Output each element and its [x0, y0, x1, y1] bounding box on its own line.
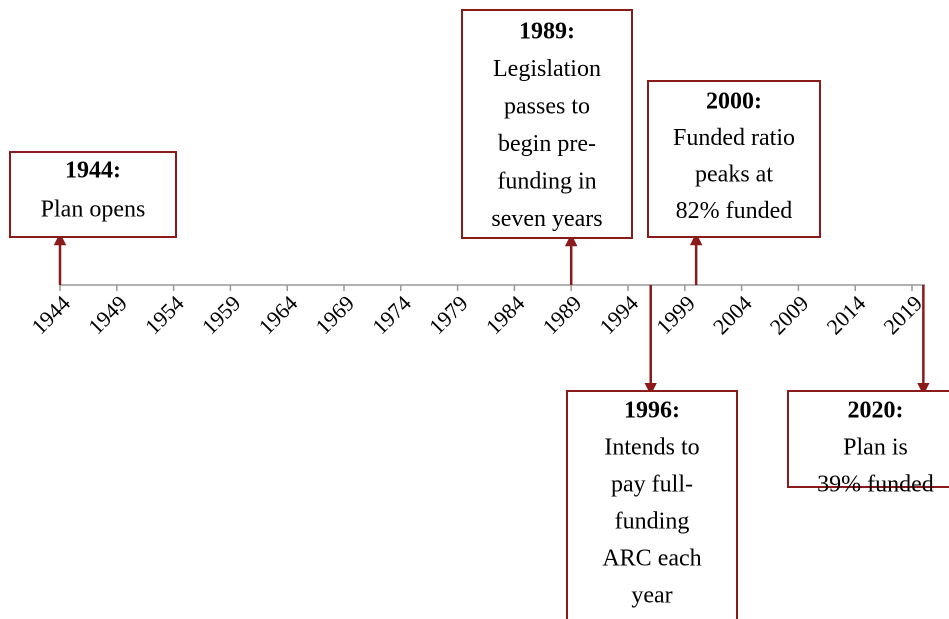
tick-label: 1984 — [481, 290, 530, 339]
event-text: Plan is — [843, 435, 908, 461]
tick-label: 1949 — [83, 290, 132, 339]
event-text: funding in — [497, 169, 596, 195]
tick-label: 2014 — [822, 290, 871, 339]
event-text: Plan opens — [41, 197, 146, 223]
event-text: begin pre- — [498, 131, 596, 157]
event-year: 1989: — [519, 19, 575, 45]
event-box — [9, 151, 177, 238]
event-text: peaks at — [695, 162, 773, 188]
event-text: ARC each — [602, 546, 701, 572]
event-text: passes to — [504, 94, 590, 120]
event-text: Legislation — [493, 56, 601, 82]
event-text: Intends to — [604, 435, 699, 461]
tick-label: 2004 — [708, 290, 757, 339]
event-box — [787, 390, 949, 488]
tick-label: 1944 — [26, 290, 75, 339]
event-text: pay full- — [611, 472, 693, 498]
event-text: seven years — [491, 206, 602, 232]
event-text: Funded ratio — [673, 125, 795, 151]
event-box — [647, 80, 821, 238]
tick-label: 1999 — [651, 290, 700, 339]
event-year: 2020: — [848, 398, 904, 424]
tick-label: 2019 — [878, 290, 927, 339]
event-box — [461, 9, 633, 239]
tick-label: 1954 — [140, 290, 189, 339]
tick-label: 1979 — [424, 290, 473, 339]
tick-label: 1989 — [538, 290, 587, 339]
event-text: funding — [615, 509, 690, 535]
event-text: 82% funded — [676, 198, 793, 224]
tick-label: 1959 — [197, 290, 246, 339]
event-text: year — [631, 583, 672, 609]
event-year: 2000: — [706, 89, 762, 115]
event-year: 1996: — [624, 398, 680, 424]
tick-label: 1974 — [367, 290, 416, 339]
tick-label: 1969 — [310, 290, 359, 339]
tick-label: 1964 — [254, 290, 303, 339]
event-year: 1944: — [65, 158, 121, 184]
tick-label: 1994 — [594, 290, 643, 339]
event-text: 39% funded — [817, 472, 934, 498]
tick-label: 2009 — [765, 290, 814, 339]
event-box — [566, 390, 738, 619]
